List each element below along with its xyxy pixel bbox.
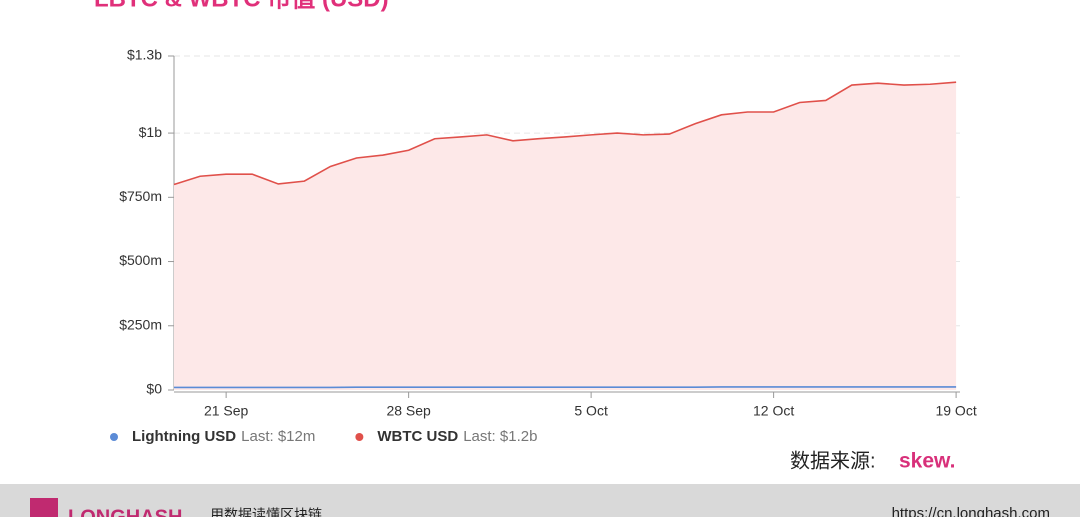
line: [173, 81, 957, 186]
x-tick-label: 28 Sep: [386, 403, 431, 419]
legend-marker: [110, 433, 118, 441]
x-tick-label: 5 Oct: [574, 403, 608, 419]
y-tick-label: $1b: [139, 124, 163, 140]
x-tick-label: 21 Sep: [204, 403, 249, 419]
y-tick-label: $250m: [119, 316, 162, 332]
line: [174, 386, 957, 389]
footer-url: https://cn.longhash.com: [892, 505, 1050, 517]
footer-logo: [30, 498, 58, 517]
y-tick-label: $1.3b: [127, 47, 162, 63]
legend-label: WBTC USD: [377, 428, 458, 445]
x-tick-label: 19 Oct: [935, 403, 976, 419]
y-tick-label: $750m: [119, 188, 162, 204]
source-name: skew.: [899, 450, 955, 473]
legend-marker: [355, 433, 364, 441]
area: [174, 82, 957, 391]
source-label: 数据来源:: [790, 449, 876, 472]
legend-label: Lightning USD: [132, 428, 236, 445]
footer-brand: LONGHASH: [68, 506, 182, 517]
footer-band: [0, 484, 1080, 517]
y-tick-label: $0: [146, 381, 162, 397]
legend-last: Last: $1.2b: [463, 428, 537, 445]
legend-last: Last: $12m: [241, 428, 315, 445]
footer-slogan: 用数据读懂区块链: [210, 507, 322, 517]
x-tick-label: 12 Oct: [753, 403, 794, 419]
chart-title: LBTC & WBTC 市值 (USD): [94, 0, 389, 12]
y-tick-label: $500m: [119, 252, 162, 268]
